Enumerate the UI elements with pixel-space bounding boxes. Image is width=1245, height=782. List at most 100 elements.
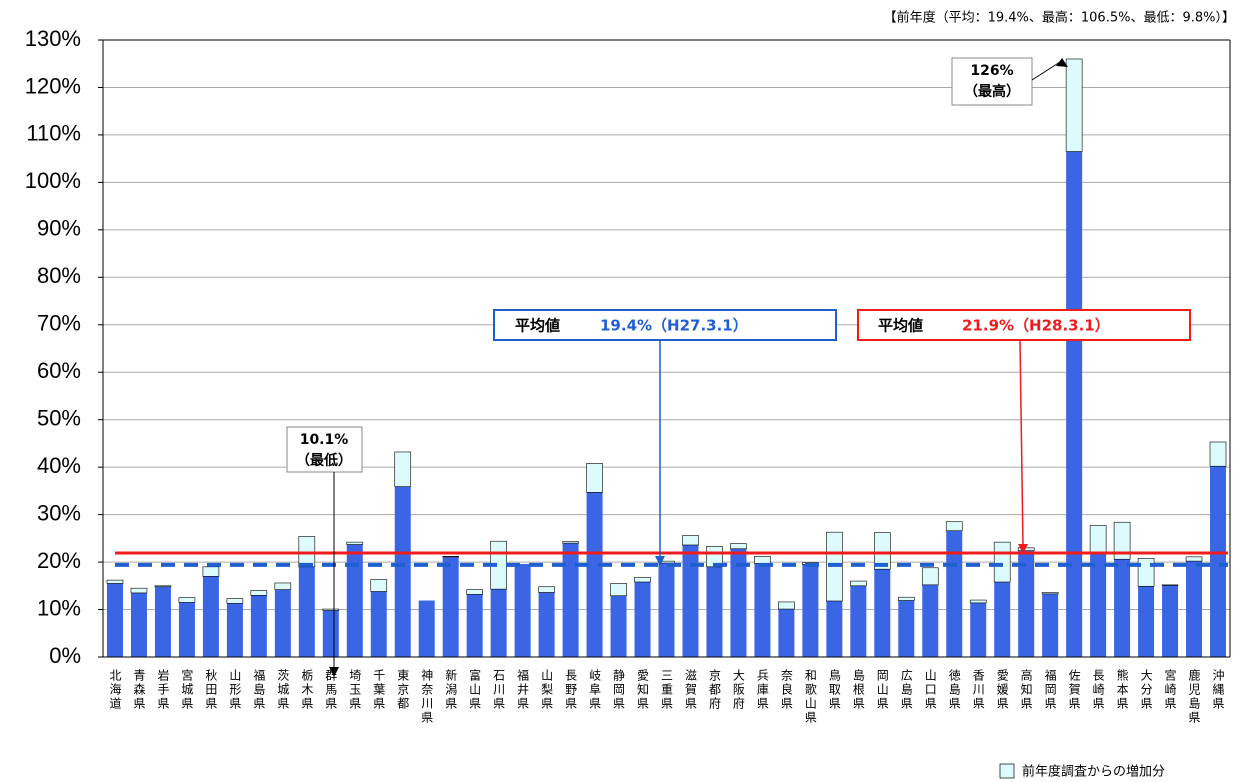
bar-segment [202, 566, 220, 577]
bar-segment [1066, 151, 1083, 658]
x-tick-label: 宮崎県 [1163, 668, 1177, 711]
bar-segment [850, 585, 867, 657]
x-tick-label: 北海道 [108, 669, 122, 711]
callout: 10.1% [300, 432, 349, 448]
bar-segment [706, 566, 723, 657]
x-tick-label: 滋賀県 [683, 669, 697, 711]
callout-box [951, 57, 1033, 106]
bar-segment [1162, 585, 1179, 657]
bar-segment [826, 600, 843, 657]
bar-segment [154, 586, 171, 657]
bar-segment [1210, 466, 1227, 657]
bar-segment [130, 592, 147, 657]
bar-segment [226, 598, 244, 604]
bar-segment [490, 589, 507, 657]
bar-segment [250, 590, 268, 596]
bar-segment [969, 599, 987, 604]
bar-segment [730, 548, 747, 657]
callout-box [286, 426, 363, 473]
y-tick-label: 70% [37, 311, 81, 336]
bar-segment [778, 609, 795, 657]
y-tick-label: 0% [49, 643, 81, 668]
arrow-head [1018, 544, 1028, 554]
bar-segment [922, 584, 939, 657]
bar-segment [730, 543, 747, 550]
bar-segment [610, 595, 627, 657]
y-tick-label: 10% [37, 595, 81, 620]
bar-segment [154, 585, 172, 588]
bar-segment [322, 610, 339, 657]
arrow [1019, 339, 1024, 547]
bar-segment [682, 535, 699, 546]
bar-segment [370, 591, 387, 657]
bar-segment [1018, 550, 1035, 657]
ref-box [857, 309, 1191, 341]
callout: （最高） [964, 83, 1020, 100]
x-tick-label: 香川県 [971, 669, 985, 711]
bar-segment [921, 567, 939, 586]
x-tick-label: 京都府 [707, 669, 721, 711]
bar-segment [946, 530, 963, 657]
bar-segment [1185, 556, 1203, 562]
x-tick-label: 長崎県 [1091, 669, 1105, 711]
bar-segment [994, 582, 1011, 657]
x-tick-label: 山形県 [228, 669, 242, 711]
y-tick-label: 30% [37, 500, 81, 525]
bar-segment [562, 541, 579, 544]
bar-segment [538, 586, 555, 593]
bar-segment [898, 600, 915, 657]
x-tick-label: 神奈川県 [420, 669, 434, 725]
bar-segment [1090, 552, 1107, 657]
x-tick-label: 山口県 [923, 669, 937, 711]
x-tick-label: 宮城県 [180, 668, 194, 711]
x-tick-label: 岡山県 [875, 669, 889, 711]
bar-segment [874, 569, 891, 657]
bar-segment [1042, 593, 1059, 657]
bar-segment [538, 592, 555, 657]
x-tick-label: 高知県 [1019, 668, 1033, 711]
bar-segment [274, 589, 291, 657]
x-tick-label: 新潟県 [444, 668, 458, 711]
x-tick-label: 福島県 [252, 668, 266, 711]
bar-segment [897, 596, 915, 601]
bar-segment [202, 576, 219, 657]
x-tick-label: 鹿児島県 [1187, 668, 1201, 725]
bar-segment [610, 583, 627, 597]
bar-segment [370, 579, 388, 592]
bar-segment [106, 583, 123, 657]
bar-segment [466, 594, 483, 657]
bar-segment [754, 563, 771, 657]
bar-segment [226, 603, 243, 657]
x-tick-label: 大分県 [1139, 669, 1153, 711]
x-tick-label: 石川県 [492, 669, 506, 711]
x-tick-label: 大阪府 [731, 669, 745, 711]
x-tick-label: 熊本県 [1115, 668, 1129, 711]
bar-segment [1017, 547, 1035, 551]
bar-segment [562, 543, 579, 657]
y-tick-label: 60% [37, 358, 81, 383]
x-tick-label: 長野県 [564, 669, 578, 711]
bar-segment [682, 544, 699, 657]
x-tick-label: 岩手県 [156, 668, 170, 711]
arrow-head [655, 556, 665, 566]
y-tick-label: 20% [37, 548, 81, 573]
legend-label: 前年度調査からの増加分 [1022, 764, 1165, 780]
bar-segment [250, 595, 267, 657]
y-tick-label: 80% [37, 263, 81, 288]
bar-segment [945, 521, 963, 532]
bar-segment [1113, 521, 1131, 560]
bar-segment [394, 451, 412, 487]
legend-swatch [999, 763, 1015, 779]
y-tick-label: 40% [37, 453, 81, 478]
bar-segment [1138, 586, 1155, 657]
x-tick-label: 静岡県 [612, 669, 626, 711]
x-tick-label: 広島県 [899, 669, 913, 711]
bar-segment [1137, 557, 1155, 587]
callout: （最低） [296, 452, 352, 469]
y-tick-label: 110% [26, 121, 81, 146]
x-tick-label: 東京都 [396, 669, 410, 711]
bar-segment [1089, 525, 1107, 553]
ref-box [493, 309, 837, 341]
bar-segment [298, 566, 315, 657]
